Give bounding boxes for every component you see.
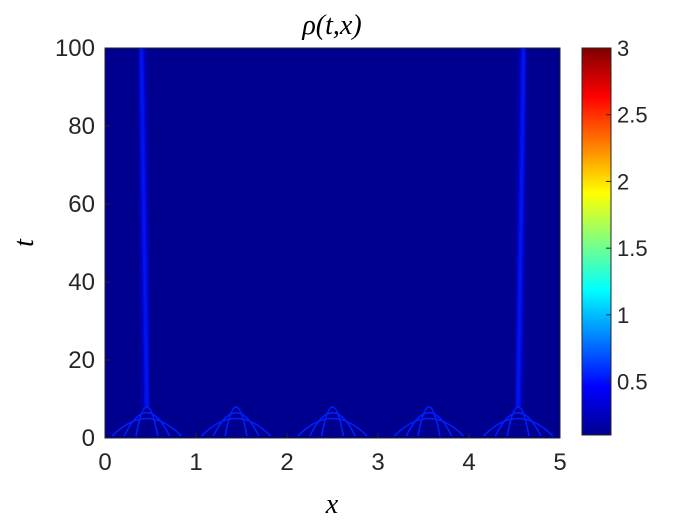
colorbar-tick-label: 2.5 bbox=[617, 103, 648, 128]
streak-5 bbox=[516, 48, 526, 409]
plot-frame bbox=[104, 47, 561, 439]
y-tick-labels: 0 20 40 60 80 100 bbox=[55, 35, 110, 452]
arch-1-0 bbox=[224, 406, 248, 437]
colorbar-tick-label: 1 bbox=[617, 303, 629, 328]
arch-3-1 bbox=[405, 411, 453, 437]
arch-4-1 bbox=[494, 411, 542, 437]
arch-2-1 bbox=[309, 411, 356, 437]
x-tick-label: 5 bbox=[553, 449, 566, 476]
arch-3-2 bbox=[393, 417, 465, 437]
colorbar-tick-labels: 0.5 1 1.5 2 2.5 3 bbox=[606, 36, 648, 395]
y-tick-label: 40 bbox=[68, 269, 95, 296]
x-axis-label: x bbox=[325, 489, 339, 520]
chart-title: ρ(t,x) bbox=[301, 10, 361, 41]
initial-transient-arches bbox=[111, 406, 554, 437]
y-tick-label: 20 bbox=[68, 347, 95, 374]
colorbar bbox=[581, 47, 612, 436]
x-tick-label: 2 bbox=[280, 449, 293, 476]
colorbar-tick-label: 1.5 bbox=[617, 236, 648, 261]
arch-0-2 bbox=[111, 417, 183, 437]
arch-2-2 bbox=[297, 417, 368, 437]
arch-2-0 bbox=[320, 406, 345, 437]
arch-4-0 bbox=[506, 406, 530, 437]
x-tick-label: 0 bbox=[98, 449, 111, 476]
arch-0-1 bbox=[123, 411, 171, 437]
colorbar-tick-label: 3 bbox=[617, 36, 629, 61]
arch-1-2 bbox=[200, 417, 272, 437]
colorbar-tick-label: 0.5 bbox=[617, 370, 648, 395]
streak-0 bbox=[139, 48, 149, 409]
x-tick-labels: 0 1 2 3 4 5 bbox=[98, 433, 567, 476]
y-tick-label: 0 bbox=[82, 425, 95, 452]
y-tick-label: 60 bbox=[68, 191, 95, 218]
y-tick-label: 100 bbox=[55, 35, 95, 62]
y-tick-label: 80 bbox=[68, 113, 95, 140]
arch-0-0 bbox=[135, 406, 159, 437]
x-tick-label: 1 bbox=[189, 449, 202, 476]
colorbar-tick-label: 2 bbox=[617, 169, 629, 194]
x-tick-label: 3 bbox=[371, 449, 384, 476]
arch-3-0 bbox=[417, 406, 441, 437]
arch-1-1 bbox=[212, 411, 260, 437]
arch-4-2 bbox=[482, 417, 554, 437]
heatmap-streaks bbox=[136, 48, 529, 409]
x-tick-label: 4 bbox=[462, 449, 475, 476]
y-axis-label: t bbox=[9, 238, 40, 247]
